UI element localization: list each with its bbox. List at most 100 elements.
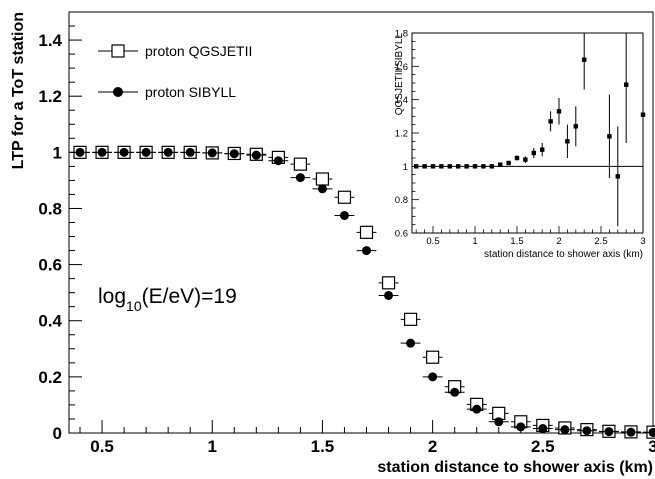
inset-point	[531, 148, 536, 158]
inset-point	[548, 111, 553, 132]
main-x-tick-label: 2	[428, 437, 437, 456]
main-plot: 0.5 1 1.5 2 2.5 3 0 0.2 0.4 0.6 0.8 1 1.2 1.4 statio…	[10, 11, 655, 476]
inset-y-tick-label: 1.6	[395, 62, 408, 73]
main-point-sibyll	[163, 147, 173, 157]
main-point-sibyll	[339, 210, 349, 220]
inset-point	[439, 164, 444, 169]
legend: proton QGSJETII proton SIBYLL	[98, 43, 252, 100]
inset-point	[414, 164, 419, 169]
inset-marker	[624, 82, 629, 87]
main-x-tick-label: 1.5	[311, 437, 335, 456]
inset-point	[464, 164, 469, 169]
main-point-sibyll	[648, 427, 655, 437]
inset-point	[456, 164, 461, 169]
main-point-sibyll	[295, 173, 305, 183]
main-point-sibyll	[472, 404, 482, 414]
inset-marker	[464, 164, 469, 169]
inset-marker	[582, 57, 587, 62]
main-point-sibyll	[185, 147, 195, 157]
inset-marker	[422, 164, 427, 169]
legend-sibyll-label: proton SIBYLL	[145, 84, 236, 100]
inset-point	[540, 143, 545, 157]
inset-marker	[472, 164, 478, 169]
inset-point	[430, 164, 436, 169]
inset-x-tick-label: 1.5	[510, 236, 523, 247]
inset-marker	[439, 164, 444, 169]
inset-x-tick-labels: 0.5 1 1.5 2 2.5 3	[426, 236, 645, 247]
legend-qgsjet-label: proton QGSJETII	[145, 43, 252, 59]
main-point-sibyll	[317, 184, 327, 194]
main-y-tick-label: 0.8	[38, 199, 62, 218]
inset-x-tick-label: 0.5	[426, 236, 439, 247]
inset-marker	[565, 139, 570, 144]
inset-marker	[556, 109, 562, 114]
main-point-sibyll	[494, 417, 504, 427]
main-x-tick-labels: 0.5 1 1.5 2 2.5 3	[90, 437, 655, 456]
inset-point	[624, 33, 629, 143]
main-point-sibyll	[251, 150, 261, 160]
main-point-sibyll	[207, 148, 217, 158]
main-point-sibyll	[384, 290, 394, 300]
inset-marker	[531, 150, 536, 156]
main-point-sibyll	[119, 147, 129, 157]
main-y-tick-label: 1.2	[38, 87, 62, 106]
inset-point	[607, 94, 612, 178]
inset-y-tick-label: 1.4	[395, 95, 408, 106]
main-point-qgsjet	[315, 172, 330, 186]
main-point-sibyll	[97, 147, 107, 157]
inset-point	[523, 156, 528, 163]
main-y-axis-title: LTP for a ToT station	[10, 12, 27, 169]
legend-sibyll-marker	[113, 87, 123, 97]
energy-annotation-log: log	[98, 285, 126, 308]
main-point-sibyll	[516, 422, 526, 432]
inset-marker	[548, 119, 553, 124]
main-point-sibyll	[406, 338, 416, 348]
main-x-tick-label: 1	[208, 437, 217, 456]
inset-marker	[573, 124, 578, 129]
inset-marker	[414, 164, 419, 169]
inset-point	[615, 126, 620, 227]
main-point-qgsjet	[381, 276, 396, 290]
main-point-sibyll	[538, 424, 548, 434]
inset-y-tick-label: 1.2	[395, 129, 408, 140]
inset-marker	[506, 160, 511, 166]
energy-annotation-subscript: 10	[126, 298, 142, 314]
inset-x-tick-label: 2.5	[594, 236, 607, 247]
inset-point	[573, 106, 578, 147]
inset-point	[447, 164, 452, 169]
main-point-qgsjet	[426, 350, 440, 364]
main-y-tick-labels: 0 0.2 0.4 0.6 0.8 1 1.2 1.4	[38, 31, 62, 443]
main-y-tick-label: 1.4	[38, 31, 62, 50]
main-y-tick-label: 0.6	[38, 256, 62, 275]
energy-annotation: log10(E/eV)=19	[98, 285, 237, 314]
inset-marker	[498, 162, 503, 167]
main-x-tick-label: 2.5	[531, 437, 555, 456]
inset-point	[422, 164, 427, 169]
inset-marker	[540, 147, 545, 152]
main-point-qgsjet	[359, 225, 374, 239]
inset-x-tick-label: 3	[640, 236, 645, 247]
inset-point	[556, 98, 562, 125]
inset-marker	[607, 134, 612, 139]
main-y-tick-label: 0.2	[38, 368, 62, 387]
main-point-qgsjet	[403, 312, 418, 326]
main-point-sibyll	[229, 149, 239, 159]
main-point-sibyll	[582, 426, 592, 436]
main-point-sibyll	[626, 427, 636, 437]
inset-marker	[447, 164, 452, 169]
inset-background	[412, 33, 643, 233]
main-point-sibyll	[362, 246, 372, 256]
inset-y-tick-label: 1	[403, 162, 408, 173]
inset-point	[514, 155, 520, 161]
inset-plot: 0.5 1 1.5 2 2.5 3 0.6 0.8 1 1.2 1.4 1.6 1.8 station…	[394, 29, 646, 261]
main-point-qgsjet	[293, 157, 307, 171]
main-series-sibyll	[70, 147, 655, 437]
legend-qgsjet-marker	[111, 44, 125, 58]
main-point-sibyll	[450, 387, 460, 397]
inset-y-tick-labels: 0.6 0.8 1 1.2 1.4 1.6 1.8	[395, 29, 408, 240]
inset-marker	[489, 164, 494, 169]
inset-y-axis-title: QGSJETII/SIBYLL	[394, 33, 405, 116]
inset-marker	[640, 112, 646, 117]
energy-annotation-rest: (E/eV)=19	[142, 285, 237, 308]
